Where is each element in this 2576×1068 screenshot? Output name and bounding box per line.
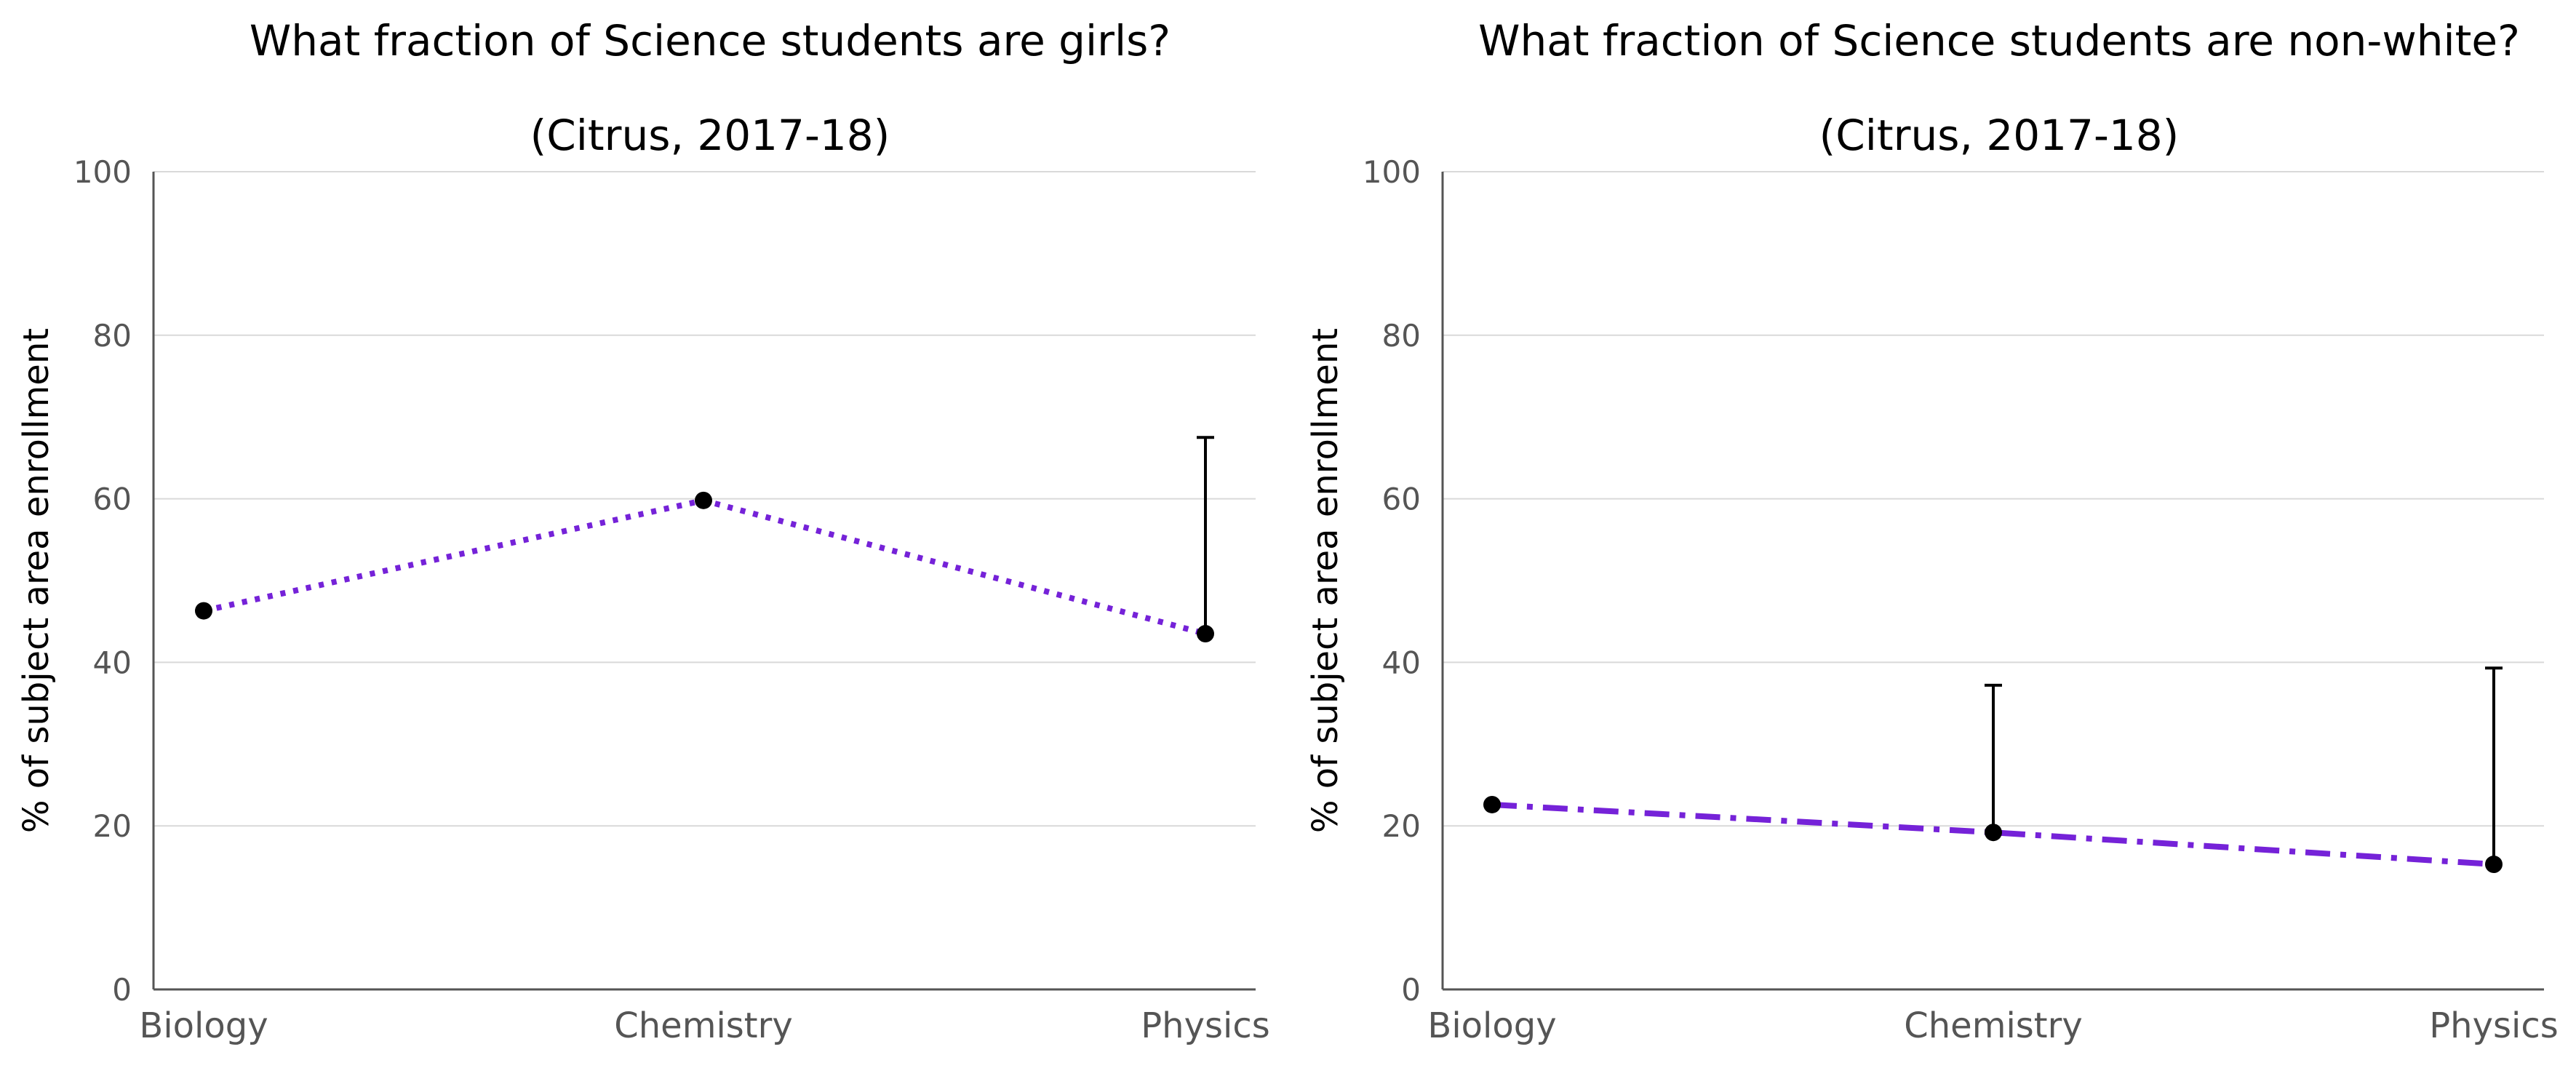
chart-subtitle: (Citrus, 2017-18)	[1819, 111, 2180, 160]
y-axis-label: % of subject area enrollment	[16, 328, 57, 833]
data-point	[2485, 856, 2503, 874]
series-line	[203, 497, 1207, 637]
y-tick-label: 40	[93, 645, 132, 680]
x-tick-label: Biology	[139, 1005, 268, 1046]
y-axis-label: % of subject area enrollment	[1305, 328, 1346, 833]
y-tick-label: 40	[1382, 645, 1421, 680]
y-tick-label: 20	[1382, 808, 1421, 844]
data-point	[1197, 625, 1214, 643]
y-tick-label: 60	[93, 482, 132, 517]
data-point	[1483, 795, 1501, 813]
y-tick-label: 80	[1382, 318, 1421, 354]
series-line	[1491, 801, 2495, 868]
x-tick-label: Chemistry	[614, 1005, 793, 1046]
non-white-chart-panel: What fraction of Science students are no…	[1305, 16, 2559, 1046]
chart-title: What fraction of Science students are no…	[1478, 16, 2520, 65]
y-tick-label: 20	[93, 808, 132, 844]
chart-title: What fraction of Science students are gi…	[250, 16, 1171, 65]
x-tick-label: Physics	[2429, 1005, 2559, 1046]
y-tick-label: 60	[1382, 482, 1421, 517]
data-point	[1985, 824, 2002, 842]
data-point	[695, 491, 712, 509]
y-tick-label: 100	[73, 154, 132, 190]
y-tick-label: 0	[1401, 972, 1421, 1008]
y-tick-label: 100	[1363, 154, 1421, 190]
girls-chart-panel: What fraction of Science students are gi…	[16, 16, 1270, 1046]
y-tick-label: 0	[112, 972, 132, 1008]
data-point	[195, 602, 212, 620]
y-tick-label: 80	[93, 318, 132, 354]
x-tick-label: Chemistry	[1904, 1005, 2083, 1046]
x-tick-label: Physics	[1141, 1005, 1270, 1046]
x-tick-label: Biology	[1427, 1005, 1556, 1046]
chart-subtitle: (Citrus, 2017-18)	[530, 111, 890, 160]
